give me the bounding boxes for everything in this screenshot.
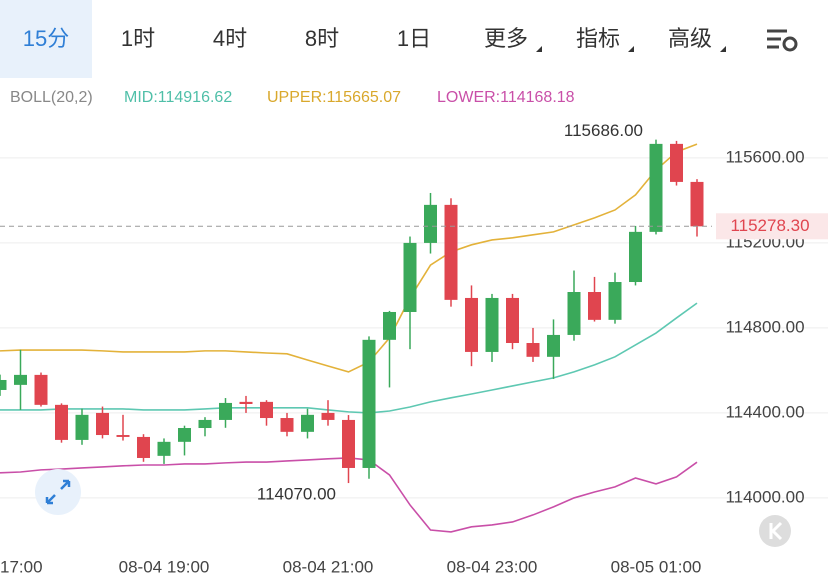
tab[interactable]: 指标 [552,0,644,78]
y-tick-label: 115600.00 [725,147,804,166]
y-tick-label: 115200.00 [725,232,804,251]
settings-icon[interactable] [765,26,799,54]
tab[interactable]: 15分 [0,0,92,78]
candle-body [506,297,519,344]
candle-body [342,419,355,468]
candle-body [567,292,581,335]
candle-body [34,374,48,405]
boll-line [0,143,698,373]
expand-button[interactable] [35,469,81,515]
candle-body [55,404,68,440]
k-icon [769,521,783,541]
candle-body [14,374,27,385]
tab-label: 更多 [483,26,528,51]
tab-label: 1日 [396,26,432,51]
candle-body [690,181,704,227]
candle-body [280,418,294,432]
candle-body [178,428,191,442]
candle-body [362,339,376,468]
candle-body [444,204,458,300]
candle-body [588,292,601,320]
y-tick-label: 114400.00 [725,402,804,421]
tab[interactable]: 1时 [92,0,184,78]
tab-label: 4时 [212,26,248,51]
tab-label: 高级 [667,26,712,51]
current-price-label: 115278.30 [730,216,809,235]
dropdown-arrow [536,46,542,52]
x-tick-label: 08-05 01:00 [611,557,702,576]
candle-body [260,401,273,419]
candle-body [403,242,417,312]
candle-body [198,419,212,429]
tab-label: 8时 [304,26,340,51]
tab-bar: 15分 1时 4时 8时 1日 更多 指标 高级 [0,0,828,78]
candle-body [670,143,683,182]
candle-body [547,334,560,357]
candle-body [96,412,109,436]
boll-line [0,302,698,414]
tab[interactable]: 1日 [368,0,460,78]
current-price-box [716,213,828,240]
tab[interactable]: 8时 [276,0,368,78]
candle-body [0,379,7,390]
tab-label: 1时 [120,26,156,51]
candle-body [219,402,232,420]
tab[interactable]: 高级 [644,0,736,78]
lower-label: LOWER:114168.18 [437,89,575,106]
extreme-label: 114070.00 [257,485,336,504]
y-tick-label: 114800.00 [725,317,804,336]
y-tick-label: 114000.00 [725,487,804,506]
upper-label: UPPER:115665.07 [267,89,401,106]
candle-body [608,282,622,320]
candle-body [301,414,314,432]
candle-body [465,297,478,352]
candle-body [321,412,335,420]
dropdown-arrow [720,46,726,52]
candle-body [383,311,396,340]
x-tick-label: 08-04 21:00 [283,557,374,576]
boll-label: BOLL(20,2) [10,89,93,106]
candle-body [629,231,642,283]
candle-body [424,204,437,243]
dropdown-arrow [628,46,634,52]
candle-body [116,435,130,437]
candle-body [526,343,540,357]
x-tick-label: 08-04 19:00 [119,557,210,576]
candle-body [239,401,253,405]
candle-body [157,441,171,456]
candle-body [137,436,150,458]
candle-body [485,297,499,352]
tab-label: 15分 [22,26,70,51]
k-button[interactable] [759,515,791,547]
x-tick-label: 08-04 23:00 [447,557,538,576]
x-tick-label: 17:00 [0,557,43,576]
mid-label: MID:114916.62 [124,89,232,106]
boll-line [0,457,698,533]
tab[interactable]: 更多 [460,0,552,78]
extreme-label: 115686.00 [564,121,643,140]
candle-body [75,414,89,440]
tab[interactable]: 4时 [184,0,276,78]
tab-label: 指标 [575,26,620,51]
expand-icon [45,479,71,505]
candle-body [649,143,663,232]
